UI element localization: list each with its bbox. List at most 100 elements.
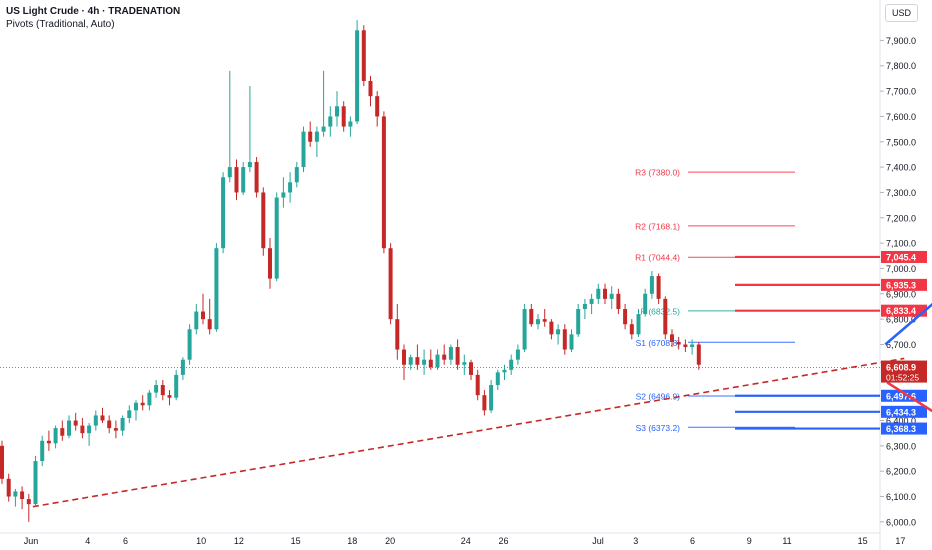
candle bbox=[301, 126, 306, 173]
candle-body bbox=[113, 428, 118, 431]
bullish-arrow bbox=[884, 302, 932, 346]
candle bbox=[281, 177, 286, 208]
candle-body bbox=[616, 293, 621, 310]
candle-body bbox=[187, 329, 192, 360]
indicator-label[interactable]: Pivots (Traditional, Auto) bbox=[6, 19, 115, 30]
candle-body bbox=[582, 303, 587, 310]
candle bbox=[549, 319, 554, 340]
candle bbox=[335, 91, 339, 127]
candle-body bbox=[643, 293, 648, 315]
support-price-tag: 6,497.6 bbox=[881, 389, 927, 402]
candle-body bbox=[462, 362, 467, 365]
candle-body bbox=[0, 445, 4, 479]
candle bbox=[596, 283, 601, 304]
candle bbox=[167, 390, 172, 406]
candle bbox=[683, 339, 688, 353]
candle bbox=[294, 162, 299, 188]
candle bbox=[676, 336, 681, 350]
x-tick-label: 6 bbox=[690, 536, 695, 546]
candle bbox=[462, 354, 467, 375]
x-tick-label: 12 bbox=[234, 536, 244, 546]
candle-body bbox=[6, 478, 11, 497]
candle-body bbox=[13, 491, 18, 497]
candle-body bbox=[120, 417, 125, 431]
price-axis[interactable]: 7,900.0 7,800.0 7,700.0 7,600.0 7,500.0 7,400… bbox=[879, 0, 927, 550]
candle bbox=[234, 159, 239, 201]
trendline bbox=[32, 357, 905, 508]
candle-body bbox=[469, 362, 473, 375]
candle-body bbox=[475, 374, 480, 396]
candle bbox=[140, 395, 145, 411]
y-tick-label: 7,200.0 bbox=[886, 213, 916, 223]
candle-body bbox=[589, 298, 594, 304]
pivot-label: P (6832.5) bbox=[640, 306, 680, 316]
candle-body bbox=[649, 276, 654, 294]
chart-legend: US Light Crude · 4h · TRADENATION Pivots… bbox=[6, 5, 180, 31]
candle-body bbox=[536, 319, 540, 325]
candle bbox=[20, 486, 25, 510]
candle-body bbox=[174, 374, 179, 398]
y-tick-label: 7,900.0 bbox=[886, 36, 916, 46]
candle bbox=[147, 390, 152, 411]
candle-body bbox=[274, 197, 279, 279]
candle bbox=[616, 288, 621, 315]
support-price-tag-box bbox=[881, 405, 927, 418]
candle-body bbox=[261, 192, 266, 249]
candle-body bbox=[93, 415, 98, 426]
x-tick-label: 11 bbox=[782, 536, 791, 546]
candle-body bbox=[603, 288, 607, 299]
last-price-tag-box bbox=[881, 360, 927, 383]
candle bbox=[174, 369, 179, 401]
bar-countdown: 01:52:25 bbox=[886, 373, 919, 383]
candle bbox=[254, 156, 259, 198]
candle bbox=[274, 192, 279, 282]
candle bbox=[194, 303, 199, 335]
y-tick-label: 7,500.0 bbox=[886, 137, 916, 147]
candle bbox=[542, 309, 547, 327]
arrow-shaft bbox=[884, 302, 932, 346]
candle-body bbox=[33, 461, 38, 505]
y-tick-label: 6,900.0 bbox=[886, 289, 916, 299]
candle-body bbox=[87, 425, 92, 434]
y-tick-label: 6,300.0 bbox=[886, 441, 916, 451]
candle-body bbox=[455, 347, 460, 365]
candle-body bbox=[355, 30, 360, 122]
candle-body bbox=[147, 392, 152, 406]
candle-body bbox=[268, 248, 272, 279]
candle bbox=[562, 324, 567, 355]
candle-body bbox=[388, 248, 393, 320]
candle bbox=[636, 309, 641, 337]
candle bbox=[649, 271, 654, 299]
candle bbox=[314, 126, 319, 157]
candle bbox=[569, 329, 574, 353]
currency-selector[interactable]: USD bbox=[884, 4, 918, 22]
candle bbox=[6, 473, 11, 502]
candle bbox=[556, 324, 561, 345]
candle-body bbox=[26, 499, 31, 505]
candle bbox=[428, 349, 433, 370]
y-tick-label: 7,600.0 bbox=[886, 112, 916, 122]
x-tick-label: 4 bbox=[85, 536, 90, 546]
candle bbox=[214, 243, 219, 332]
candle-body bbox=[20, 491, 25, 500]
symbol-title[interactable]: US Light Crude · 4h · TRADENATION bbox=[6, 6, 181, 17]
candle bbox=[522, 303, 527, 353]
candle-body bbox=[556, 329, 561, 335]
candle-body bbox=[341, 106, 346, 127]
candle bbox=[629, 319, 634, 340]
time-axis[interactable]: Jun4610121518202426Jul369111517202325 bbox=[0, 532, 932, 546]
x-tick-label: 6 bbox=[123, 536, 128, 546]
candle-body bbox=[167, 395, 172, 398]
candle-body bbox=[609, 293, 614, 299]
y-tick-label: 6,000.0 bbox=[886, 517, 916, 527]
candle-body bbox=[335, 106, 339, 117]
candle-body bbox=[690, 344, 695, 348]
candle bbox=[321, 70, 326, 137]
candle-body bbox=[308, 131, 313, 142]
candle-body bbox=[375, 96, 380, 117]
resistance-price-tag: 6,833.4 bbox=[881, 304, 927, 317]
candle-body bbox=[154, 385, 159, 393]
y-tick-label: 7,700.0 bbox=[886, 87, 916, 97]
candle bbox=[388, 243, 393, 325]
